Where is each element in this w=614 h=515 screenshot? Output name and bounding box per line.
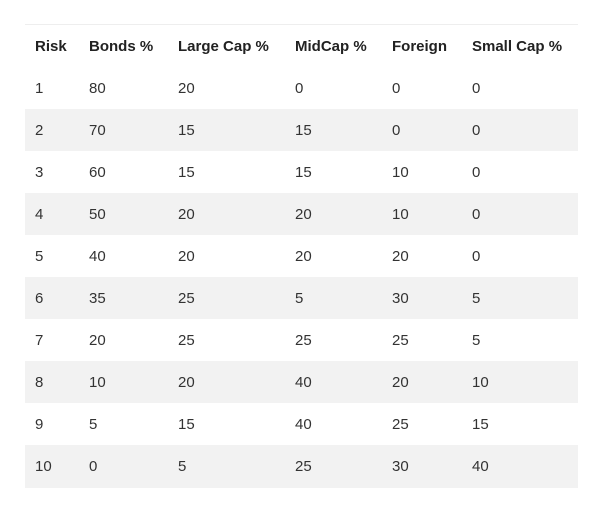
cell-foreign: 30 — [382, 445, 462, 488]
cell-midcap: 5 — [295, 289, 304, 307]
cell-bonds: 40 — [89, 247, 106, 265]
cell-large-cap: 20 — [178, 79, 195, 97]
header-large-cap: Large Cap % — [168, 24, 285, 67]
cell-risk: 7 — [35, 331, 44, 349]
table-header-row: Risk Bonds % Large Cap % MidCap % Foreig… — [25, 24, 578, 67]
cell-midcap: 15 — [295, 163, 312, 181]
cell-midcap: 25 — [295, 331, 312, 349]
cell-small-cap: 10 — [472, 373, 489, 391]
cell-small-cap: 0 — [472, 79, 481, 97]
table-row: 1 80 20 0 0 0 — [25, 67, 578, 109]
cell-risk: 9 — [35, 415, 44, 433]
cell-risk: 5 — [35, 247, 44, 265]
table-row: 4 50 20 20 10 0 — [25, 193, 578, 235]
header-foreign: Foreign — [382, 24, 462, 67]
cell-foreign: 20 — [392, 247, 409, 265]
cell-midcap: 40 — [295, 373, 312, 391]
cell-bonds: 70 — [89, 121, 106, 139]
cell-bonds: 0 — [79, 445, 168, 488]
table-row: 5 40 20 20 20 0 — [25, 235, 578, 277]
cell-large-cap: 15 — [178, 415, 195, 433]
cell-large-cap: 20 — [178, 373, 195, 391]
cell-risk: 6 — [35, 289, 44, 307]
cell-foreign: 0 — [392, 121, 401, 139]
cell-risk: 2 — [35, 121, 44, 139]
cell-bonds: 35 — [89, 289, 106, 307]
allocation-table: Risk Bonds % Large Cap % MidCap % Foreig… — [25, 24, 578, 488]
cell-midcap: 20 — [295, 205, 312, 223]
cell-risk: 10 — [25, 445, 79, 488]
header-small-cap: Small Cap % — [462, 24, 578, 67]
cell-large-cap: 25 — [178, 331, 195, 349]
cell-small-cap: 5 — [472, 289, 481, 307]
table-row: 3 60 15 15 10 0 — [25, 151, 578, 193]
table-row: 2 70 15 15 0 0 — [25, 109, 578, 151]
cell-foreign: 25 — [392, 415, 409, 433]
cell-foreign: 10 — [392, 163, 409, 181]
cell-foreign: 0 — [392, 79, 401, 97]
cell-small-cap: 40 — [462, 445, 578, 488]
cell-risk: 3 — [35, 163, 44, 181]
cell-small-cap: 0 — [472, 247, 481, 265]
cell-foreign: 25 — [392, 331, 409, 349]
cell-risk: 1 — [35, 79, 44, 97]
cell-small-cap: 15 — [472, 415, 489, 433]
cell-midcap: 40 — [295, 415, 312, 433]
allocation-table-container: Risk Bonds % Large Cap % MidCap % Foreig… — [25, 24, 578, 488]
cell-bonds: 80 — [89, 79, 106, 97]
cell-bonds: 50 — [89, 205, 106, 223]
table-row: 10 0 5 25 30 40 — [25, 445, 578, 488]
cell-foreign: 30 — [392, 289, 409, 307]
cell-foreign: 20 — [392, 373, 409, 391]
table-row: 6 35 25 5 30 5 — [25, 277, 578, 319]
cell-bonds: 5 — [89, 415, 98, 433]
cell-bonds: 10 — [89, 373, 106, 391]
cell-large-cap: 20 — [178, 205, 195, 223]
cell-large-cap: 20 — [178, 247, 195, 265]
cell-small-cap: 0 — [472, 121, 481, 139]
cell-bonds: 60 — [89, 163, 106, 181]
cell-small-cap: 0 — [472, 205, 481, 223]
cell-foreign: 10 — [392, 205, 409, 223]
cell-large-cap: 15 — [178, 121, 195, 139]
cell-bonds: 20 — [89, 331, 106, 349]
cell-large-cap: 5 — [168, 445, 285, 488]
cell-risk: 4 — [35, 205, 44, 223]
cell-risk: 8 — [35, 373, 44, 391]
cell-large-cap: 25 — [178, 289, 195, 307]
cell-midcap: 20 — [295, 247, 312, 265]
cell-small-cap: 0 — [472, 163, 481, 181]
cell-midcap: 25 — [285, 445, 382, 488]
table-row: 8 10 20 40 20 10 — [25, 361, 578, 403]
header-midcap: MidCap % — [285, 24, 382, 67]
cell-small-cap: 5 — [472, 331, 481, 349]
header-risk: Risk — [25, 24, 79, 67]
table-row: 9 5 15 40 25 15 — [25, 403, 578, 445]
header-bonds: Bonds % — [79, 24, 168, 67]
cell-midcap: 15 — [295, 121, 312, 139]
table-row: 7 20 25 25 25 5 — [25, 319, 578, 361]
cell-large-cap: 15 — [178, 163, 195, 181]
cell-midcap: 0 — [295, 79, 304, 97]
